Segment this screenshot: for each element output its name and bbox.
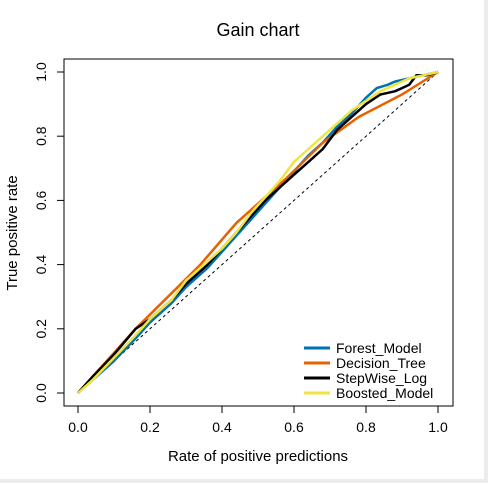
y-tick-label: 0.0 xyxy=(33,383,49,403)
series-line-decision-tree xyxy=(77,70,439,394)
x-tick-label: 0.2 xyxy=(140,419,160,435)
x-axis: 0.0 0.2 0.4 0.6 0.8 1.0 xyxy=(68,405,448,435)
y-tick-label: 0.8 xyxy=(33,126,49,146)
x-tick-label: 0.4 xyxy=(212,419,232,435)
legend-label: Decision_Tree xyxy=(336,355,426,371)
x-axis-label: Rate of positive predictions xyxy=(168,448,348,465)
legend-label: Boosted_Model xyxy=(336,385,433,401)
chart-title: Gain chart xyxy=(216,20,299,40)
y-tick-label: 0.6 xyxy=(33,190,49,210)
legend-label: Forest_Model xyxy=(336,340,422,356)
x-tick-label: 1.0 xyxy=(428,419,448,435)
y-axis-label: True positive rate xyxy=(4,175,21,290)
x-tick-label: 0.0 xyxy=(68,419,88,435)
x-tick-label: 0.8 xyxy=(356,419,376,435)
legend-label: StepWise_Log xyxy=(336,370,427,386)
plot-lines xyxy=(77,70,439,394)
y-tick-label: 0.4 xyxy=(33,255,49,275)
plot-area-box xyxy=(63,58,454,407)
y-tick-label: 1.0 xyxy=(33,62,49,82)
x-tick-label: 0.6 xyxy=(284,419,304,435)
y-axis: 0.0 0.2 0.4 0.6 0.8 1.0 xyxy=(33,62,65,403)
reference-diagonal-line xyxy=(77,71,439,394)
y-tick-label: 0.2 xyxy=(33,319,49,339)
series-line-boosted-model xyxy=(77,70,439,394)
legend: Forest_ModelDecision_TreeStepWise_LogBoo… xyxy=(304,340,433,401)
